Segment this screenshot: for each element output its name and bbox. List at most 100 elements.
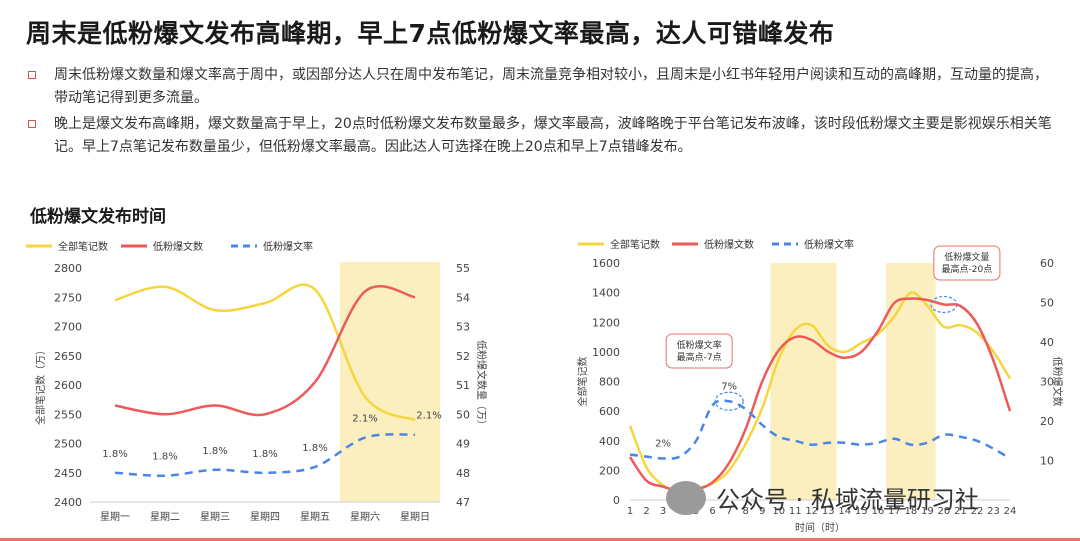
data-label: 2% bbox=[655, 439, 671, 450]
y2-tick-label: 55 bbox=[456, 262, 470, 275]
data-label: 1.8% bbox=[152, 452, 177, 463]
x-tick-label: 2 bbox=[643, 506, 649, 517]
y2-tick-label: 52 bbox=[456, 350, 470, 363]
annotation-20-text: 低粉爆文量 bbox=[944, 251, 989, 263]
section-title: 低粉爆文发布时间 bbox=[30, 207, 166, 227]
bullet-item: 周末低粉爆文数量和爆文率高于周中，或因部分达人只在周中发布笔记，周末流量竞争相对… bbox=[26, 64, 1056, 110]
x-tick-label: 9 bbox=[759, 506, 765, 517]
data-label: 1.8% bbox=[202, 446, 227, 457]
y-tick-label: 1400 bbox=[592, 287, 620, 300]
x-tick-label: 11 bbox=[789, 506, 802, 517]
x-tick-label: 星期六 bbox=[350, 511, 380, 523]
legend-label: 低粉爆文数 bbox=[153, 240, 203, 253]
annotation-7-text: 最高点-7点 bbox=[677, 351, 722, 363]
x-tick-label: 18 bbox=[905, 506, 918, 517]
x-tick-label: 16 bbox=[871, 506, 884, 517]
y2-tick-label: 50 bbox=[1040, 297, 1054, 310]
legend-label: 低粉爆文率 bbox=[804, 238, 854, 251]
y-tick-label: 2800 bbox=[54, 262, 82, 275]
x-tick-label: 星期三 bbox=[200, 511, 230, 523]
y2-tick-label: 60 bbox=[1040, 257, 1054, 270]
legend-label: 低粉爆文率 bbox=[263, 240, 313, 253]
peak-marker-20 bbox=[930, 295, 958, 314]
wechat-icon bbox=[666, 480, 706, 515]
data-label: 1.8% bbox=[102, 449, 127, 460]
y2-tick-label: 48 bbox=[456, 467, 470, 480]
weekday-chart: 2400 2450 2500 2550 2600 2650 2700 2750 2800 47 48… bbox=[26, 240, 488, 523]
y-tick-label: 200 bbox=[599, 464, 620, 477]
y-tick-label: 1200 bbox=[592, 316, 620, 329]
x-tick-label: 8 bbox=[742, 506, 748, 517]
y-tick-label: 2500 bbox=[54, 438, 82, 451]
y2-tick-label: 40 bbox=[1040, 336, 1054, 349]
y-tick-label: 1000 bbox=[592, 346, 620, 359]
y-tick-label: 2400 bbox=[54, 496, 82, 509]
y2-tick-label: 50 bbox=[456, 408, 470, 421]
y-tick-label: 2550 bbox=[54, 408, 82, 421]
y2-axis-label: 低粉爆文数 bbox=[1051, 357, 1064, 407]
series-line-viral-rate bbox=[629, 399, 1011, 460]
y2-tick-label: 49 bbox=[456, 438, 470, 451]
series-line-all-notes bbox=[114, 283, 416, 422]
x-tick-label: 20 bbox=[938, 506, 951, 517]
y2-axis-label: 低粉爆文数量（万） bbox=[475, 340, 488, 430]
y2-tick-label: 10 bbox=[1040, 455, 1054, 468]
x-tick-label: 15 bbox=[855, 506, 868, 517]
y-tick-label: 600 bbox=[599, 405, 620, 418]
y-tick-label: 2750 bbox=[54, 291, 82, 304]
x-tick-label: 14 bbox=[838, 506, 851, 517]
bottom-divider bbox=[0, 538, 1080, 541]
x-axis-label: 时间（时） bbox=[795, 521, 845, 534]
x-tick-label: 17 bbox=[888, 506, 901, 517]
y2-tick-label: 20 bbox=[1040, 415, 1054, 428]
x-tick-label: 星期日 bbox=[400, 511, 430, 523]
data-label: 1.8% bbox=[302, 443, 327, 454]
x-tick-label: 3 bbox=[660, 506, 666, 517]
legend-label: 低粉爆文数 bbox=[704, 238, 754, 251]
x-tick-label: 19 bbox=[921, 506, 934, 517]
y-axis-label: 全部笔记数（万） bbox=[34, 345, 47, 425]
annotation-20-text: 最高点-20点 bbox=[942, 263, 993, 275]
highlight-band bbox=[770, 263, 837, 500]
y2-tick-label: 54 bbox=[456, 291, 470, 304]
bullet-text: 晚上是爆文发布高峰期，爆文数量高于早上，20点时低粉爆文发布数量最多，爆文率最高… bbox=[54, 116, 1052, 155]
watermark: 公众号 · 私域流量研习社 bbox=[666, 480, 979, 515]
bullet-text: 周末低粉爆文数量和爆文率高于周中，或因部分达人只在周中发布笔记，周末流量竞争相对… bbox=[54, 67, 1048, 106]
highlight-band bbox=[340, 262, 390, 502]
y2-tick-label: 51 bbox=[456, 379, 470, 392]
y-tick-label: 2700 bbox=[54, 321, 82, 334]
x-tick-label: 10 bbox=[772, 506, 785, 517]
data-label: 7% bbox=[721, 381, 737, 392]
peak-marker-7 bbox=[714, 391, 744, 411]
y-tick-label: 800 bbox=[599, 376, 620, 389]
y-tick-label: 1600 bbox=[592, 257, 620, 270]
x-tick-label: 1 bbox=[627, 506, 633, 517]
bullet-square-icon bbox=[28, 120, 36, 128]
y2-tick-label: 53 bbox=[456, 321, 470, 334]
x-tick-label: 6 bbox=[709, 506, 715, 517]
data-label: 1.8% bbox=[252, 449, 277, 460]
y-tick-label: 400 bbox=[599, 435, 620, 448]
bullet-square-icon bbox=[28, 71, 36, 79]
series-line-viral-rate bbox=[114, 433, 416, 477]
x-tick-label: 星期四 bbox=[250, 511, 280, 523]
x-tick-label: 22 bbox=[971, 506, 984, 517]
annotation-7-box bbox=[665, 333, 733, 369]
legend-label: 全部笔记数 bbox=[58, 240, 108, 253]
y-tick-label: 2450 bbox=[54, 467, 82, 480]
y2-tick-label: 30 bbox=[1040, 376, 1054, 389]
x-tick-label: 星期五 bbox=[300, 511, 330, 523]
y-tick-label: 2650 bbox=[54, 350, 82, 363]
series-line-viral-count bbox=[114, 284, 416, 417]
x-tick-label: 21 bbox=[954, 506, 967, 517]
data-label: 2.1% bbox=[352, 414, 377, 425]
y-tick-label: 0 bbox=[613, 494, 620, 507]
x-tick-label: 星期二 bbox=[150, 511, 180, 523]
x-tick-label: 星期一 bbox=[100, 511, 130, 523]
data-label: 2.1% bbox=[416, 411, 441, 422]
annotation-20-box bbox=[933, 245, 1001, 281]
bullet-list: 周末低粉爆文数量和爆文率高于周中，或因部分达人只在周中发布笔记，周末流量竞争相对… bbox=[26, 64, 1056, 162]
y2-tick-label: 47 bbox=[456, 496, 470, 509]
hourly-chart: 0 200 400 600 800 1000 1200 1400 1600 10 20 30 40 50 6… bbox=[576, 238, 1064, 534]
legend-label: 全部笔记数 bbox=[610, 238, 660, 251]
